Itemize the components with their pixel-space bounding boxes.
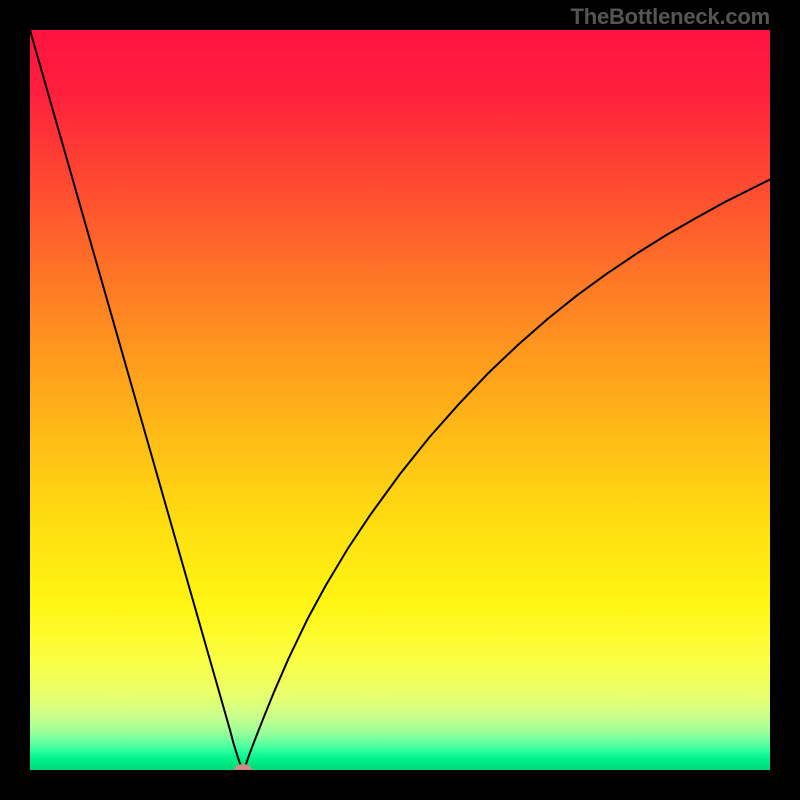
- bottleneck-chart: [30, 30, 770, 770]
- chart-background: [30, 30, 770, 770]
- watermark-text: TheBottleneck.com: [570, 4, 770, 30]
